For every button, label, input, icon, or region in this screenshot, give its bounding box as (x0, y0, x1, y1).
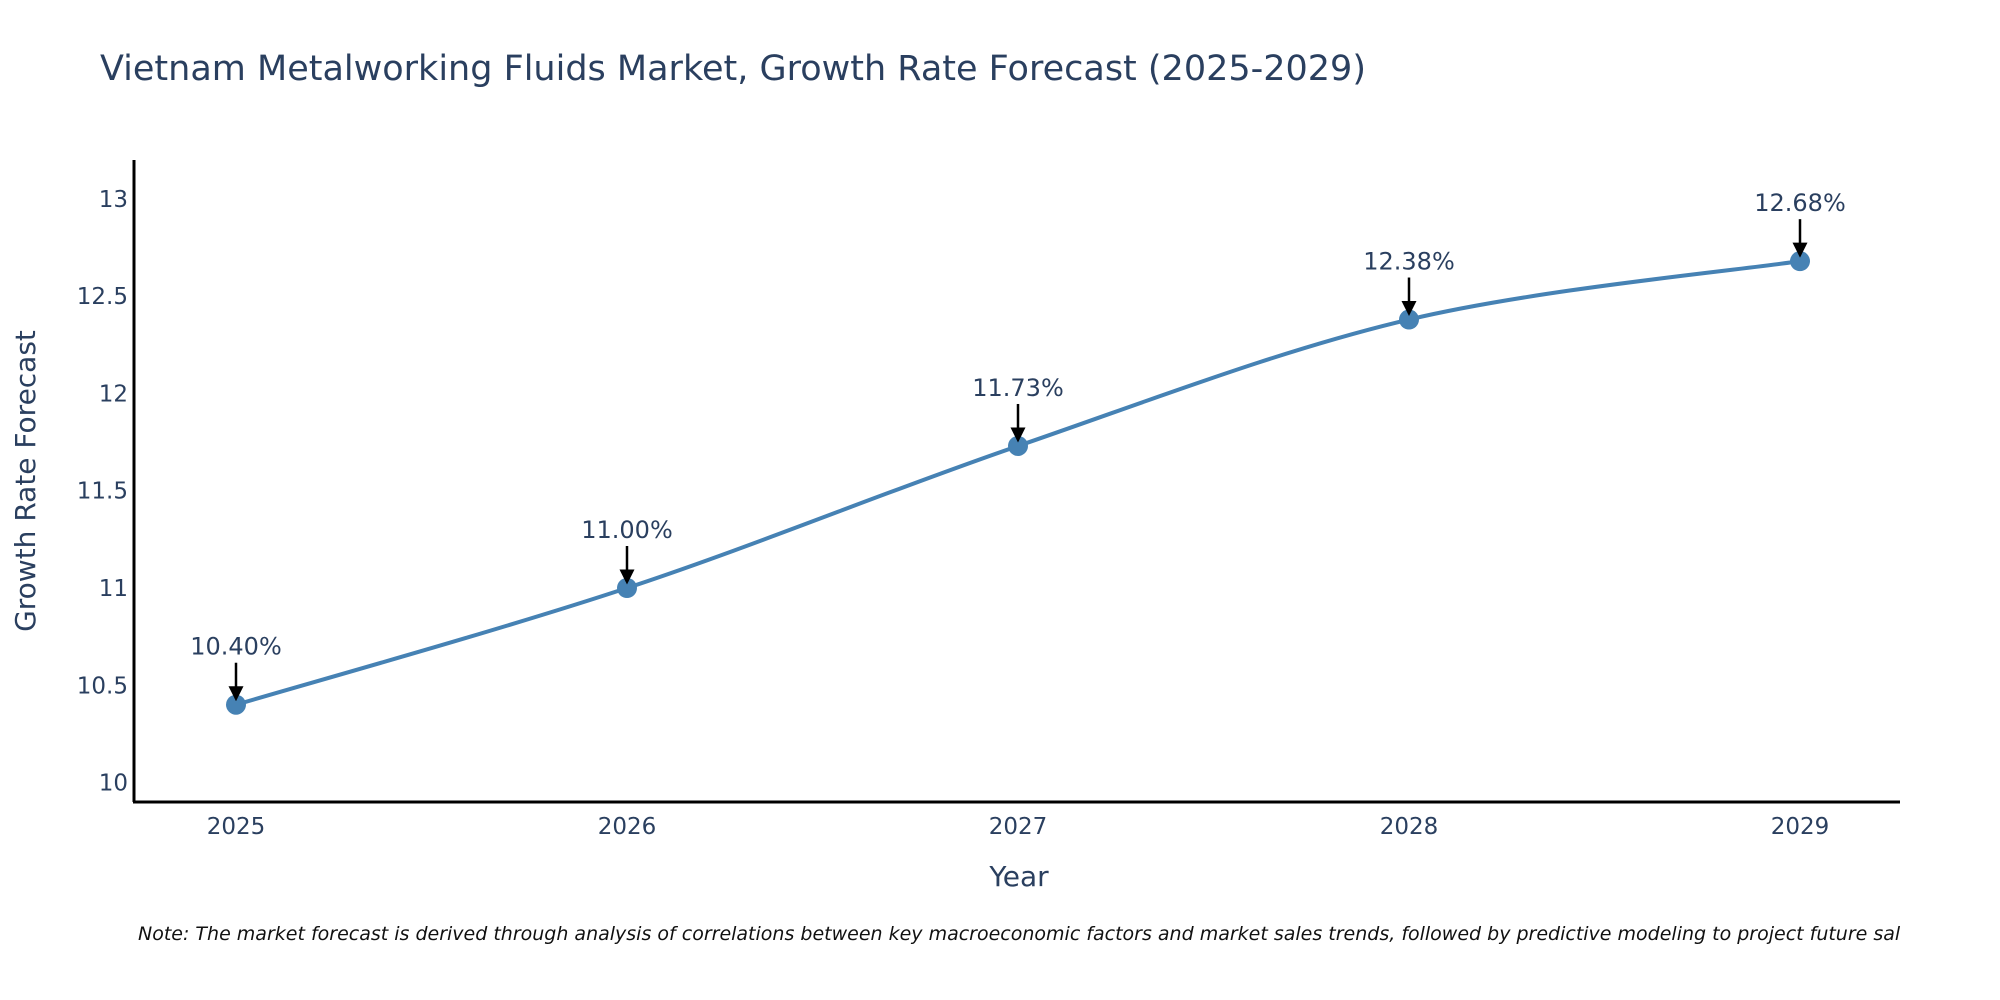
data-label: 11.00% (581, 516, 673, 544)
y-tick-label: 10.5 (77, 673, 128, 699)
data-label: 12.38% (1363, 248, 1455, 276)
x-tick-label: 2026 (598, 814, 657, 840)
footnote: Note: The market forecast is derived thr… (138, 923, 1901, 945)
x-tick-label: 2027 (989, 814, 1048, 840)
y-tick-label: 11.5 (77, 479, 128, 505)
series-line (235, 259, 1801, 707)
y-tick-label: 12 (99, 381, 128, 407)
x-tick-label: 2025 (207, 814, 266, 840)
data-label-annotations: 10.40% 11.00% 11.73% 12.38% 12.68% (190, 189, 1846, 702)
data-label: 12.68% (1754, 189, 1846, 217)
chart-title: Vietnam Metalworking Fluids Market, Grow… (100, 49, 1366, 89)
y-tick-label: 13 (99, 187, 128, 213)
y-axis-title: Growth Rate Forecast (9, 330, 42, 632)
data-label: 11.73% (972, 374, 1064, 402)
x-tick-label: 2029 (1771, 814, 1830, 840)
data-points (226, 251, 1810, 715)
x-axis-ticks: 2025 2026 2027 2028 2029 (207, 814, 1830, 840)
x-axis-title: Year (988, 860, 1049, 893)
y-tick-label: 11 (99, 576, 128, 602)
y-axis-ticks: 10 10.5 11 11.5 12 12.5 13 (77, 187, 128, 797)
data-label: 10.40% (190, 633, 282, 661)
x-tick-label: 2028 (1380, 814, 1439, 840)
y-tick-label: 12.5 (77, 284, 128, 310)
y-tick-label: 10 (99, 771, 128, 797)
